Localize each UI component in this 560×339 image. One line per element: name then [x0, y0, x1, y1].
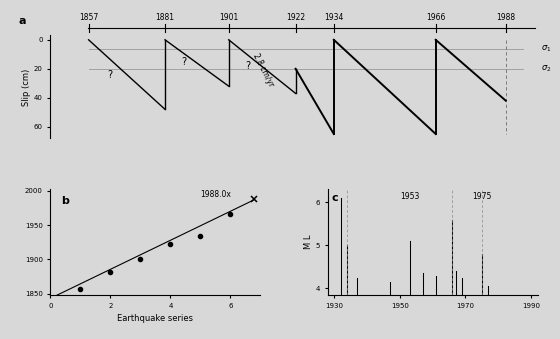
Text: a: a: [18, 16, 26, 26]
Text: 1857: 1857: [79, 13, 98, 22]
Text: 1922: 1922: [286, 13, 305, 22]
Y-axis label: Slip (cm): Slip (cm): [22, 68, 31, 105]
Text: ?: ?: [245, 61, 250, 71]
Text: 1881: 1881: [156, 13, 175, 22]
Text: 1988.0x: 1988.0x: [200, 190, 231, 199]
Text: $\sigma_2$: $\sigma_2$: [541, 63, 551, 74]
Text: 1988: 1988: [496, 13, 515, 22]
Text: 1934: 1934: [324, 13, 343, 22]
X-axis label: Earthquake series: Earthquake series: [118, 314, 193, 323]
Text: 1966: 1966: [426, 13, 445, 22]
Y-axis label: M L: M L: [304, 235, 312, 250]
Text: c: c: [332, 193, 338, 202]
Text: ?: ?: [108, 70, 113, 80]
Text: 1901: 1901: [219, 13, 239, 22]
Text: 1975: 1975: [472, 192, 492, 201]
Text: b: b: [61, 196, 69, 206]
Text: 2.8 cm/yr: 2.8 cm/yr: [251, 52, 276, 88]
Text: ?: ?: [181, 57, 186, 67]
Text: 1953: 1953: [400, 192, 419, 201]
Text: $\sigma_1$: $\sigma_1$: [541, 43, 551, 54]
